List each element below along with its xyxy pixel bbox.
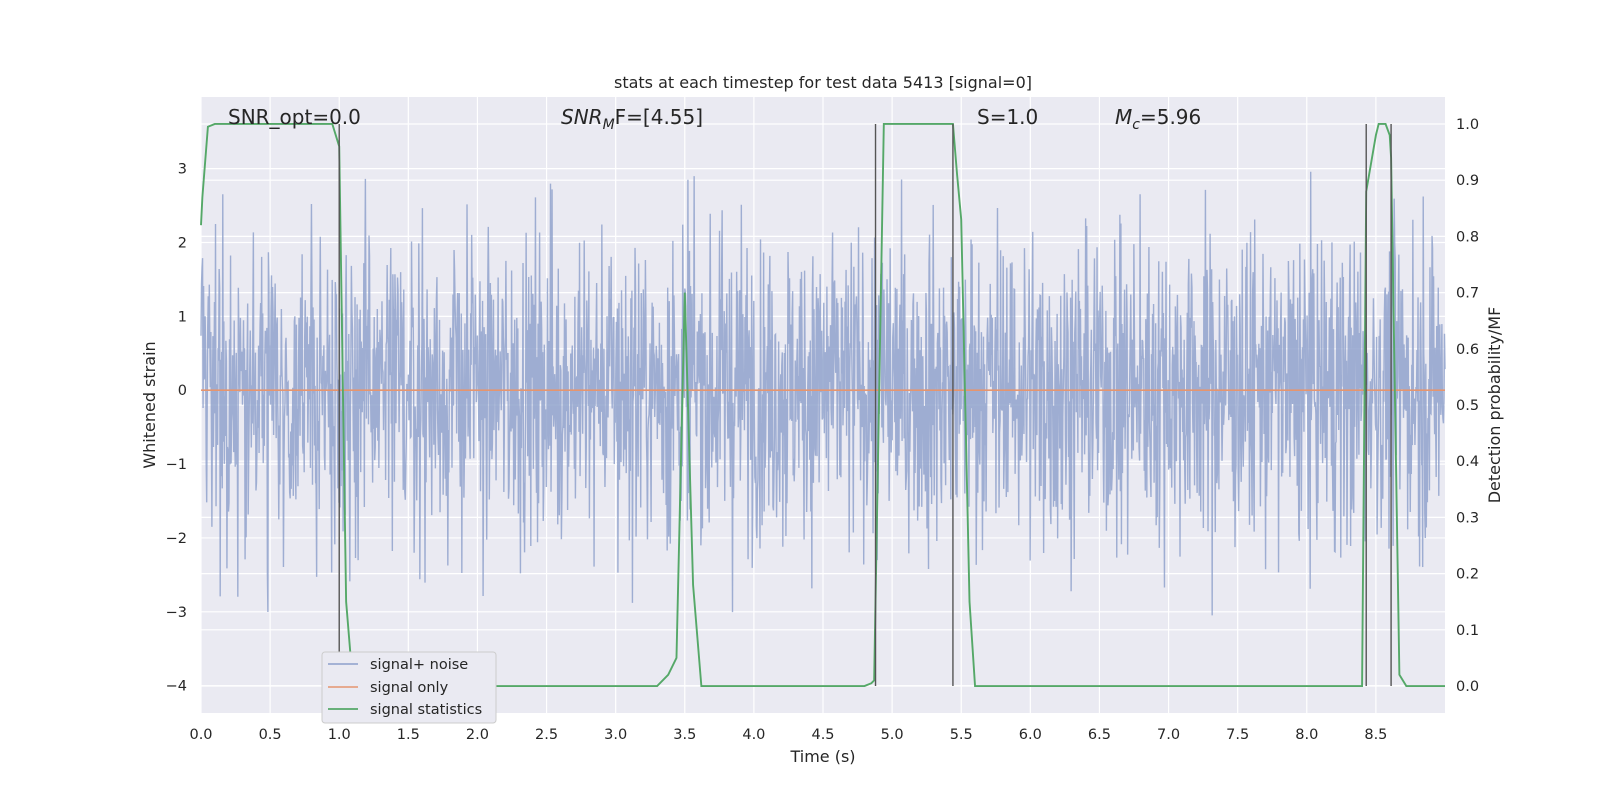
y-tick-label: −4: [166, 679, 187, 695]
x-tick-labels: 0.0 0.5 1.0 1.5 2.0 2.5 3.0 3.5 4.0 4.5 5.0 5.5 6.0 6…: [189, 727, 1387, 743]
y-right-tick-label: 0.5: [1456, 398, 1479, 414]
y-right-tick-label: 0.4: [1456, 454, 1479, 470]
legend-label-signal-statistics: signal statistics: [370, 702, 482, 718]
vertical-markers: [338, 123, 1392, 687]
y-right-tick-label: 1.0: [1456, 117, 1479, 133]
annotation-mc-sub: c: [1132, 117, 1140, 133]
y-right-tick-label: 0.0: [1456, 679, 1479, 695]
annotation-mc: Mc=5.96: [1115, 105, 1201, 133]
x-tick-label: 2.0: [466, 727, 489, 743]
x-tick-label: 3.0: [604, 727, 627, 743]
x-tick-label: 8.5: [1364, 727, 1387, 743]
y-right-tick-label: 0.1: [1456, 623, 1479, 639]
chart-title: stats at each timestep for test data 541…: [614, 73, 1032, 92]
annotation-s: S=1.0: [977, 105, 1038, 129]
annotation-snr-mf-base: SNR: [561, 105, 603, 129]
y-tick-label: 0: [178, 383, 187, 399]
x-tick-label: 4.5: [811, 727, 834, 743]
legend-box: [321, 651, 497, 724]
x-tick-label: 6.0: [1019, 727, 1042, 743]
x-tick-label: 7.5: [1226, 727, 1249, 743]
legend: signal+ noise signal only signal statist…: [321, 651, 497, 724]
x-axis-label: Time (s): [789, 747, 855, 766]
y-axis-label: Whitened strain: [140, 341, 159, 468]
x-tick-label: 2.5: [535, 727, 558, 743]
legend-label-signal-noise: signal+ noise: [370, 657, 468, 673]
annotation-snr-opt: SNR_opt=0.0: [228, 105, 361, 129]
annotation-snr-mf-value: F=[4.55]: [615, 105, 703, 129]
y-right-tick-label: 0.3: [1456, 510, 1479, 526]
x-tick-label: 0.0: [189, 727, 212, 743]
annotation-mc-base: M: [1115, 105, 1132, 129]
x-tick-label: 4.0: [742, 727, 765, 743]
y-right-axis-label: Detection probability/MF: [1485, 307, 1504, 504]
x-tick-label: 1.5: [397, 727, 420, 743]
y-right-tick-labels: 0.0 0.1 0.2 0.3 0.4 0.5 0.6 0.7 0.8 0.9 1.0: [1456, 117, 1479, 695]
x-tick-label: 6.5: [1088, 727, 1111, 743]
x-tick-label: 5.0: [881, 727, 904, 743]
y-tick-labels: −4 −3 −2 −1 0 1 2 3: [166, 162, 187, 695]
x-tick-label: 3.5: [673, 727, 696, 743]
annotation-mc-value: =5.96: [1140, 105, 1201, 129]
y-right-tick-label: 0.8: [1456, 229, 1479, 245]
y-tick-label: 3: [178, 162, 187, 178]
y-right-tick-label: 0.7: [1456, 286, 1479, 302]
y-right-tick-label: 0.2: [1456, 567, 1479, 583]
y-right-tick-label: 0.9: [1456, 173, 1479, 189]
y-tick-label: 1: [178, 309, 187, 325]
x-tick-label: 7.0: [1157, 727, 1180, 743]
y-right-tick-label: 0.6: [1456, 342, 1479, 358]
y-tick-label: −3: [166, 605, 187, 621]
y-tick-label: −1: [166, 457, 187, 473]
x-tick-label: 5.5: [950, 727, 973, 743]
y-tick-label: −2: [166, 531, 187, 547]
x-tick-label: 8.0: [1295, 727, 1318, 743]
legend-label-signal-only: signal only: [370, 680, 449, 696]
y-tick-label: 2: [178, 236, 187, 252]
annotation-snr-mf: SNRMF=[4.55]: [561, 105, 703, 133]
x-tick-label: 1.0: [328, 727, 351, 743]
annotation-snr-mf-sub: M: [603, 117, 615, 133]
x-tick-label: 0.5: [259, 727, 282, 743]
